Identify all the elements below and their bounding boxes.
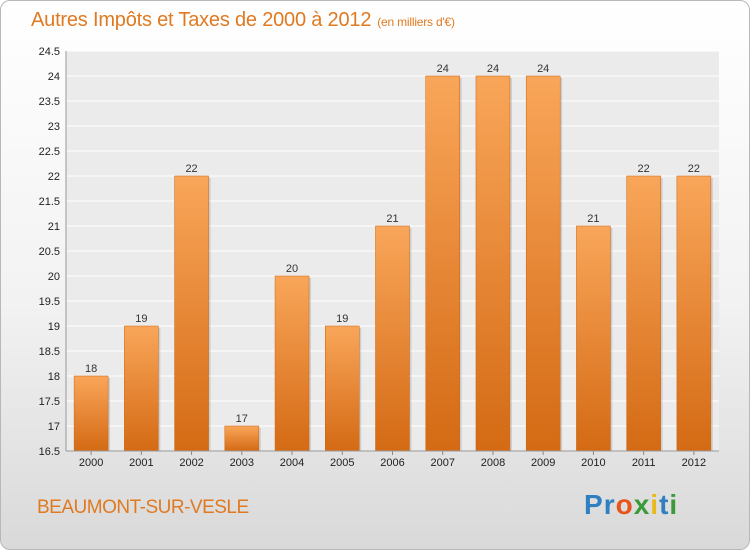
bar [174,175,209,452]
bar [325,325,360,452]
bar [525,75,561,452]
data-label: 19 [135,313,147,325]
data-label: 20 [286,263,298,275]
chart-subtitle: (en milliers d'€) [377,15,455,29]
y-tick-label: 22.5 [39,146,60,158]
x-tick-label: 2008 [481,457,505,469]
bar [274,275,310,452]
bar [475,75,511,452]
y-tick-label: 17 [48,421,60,433]
data-label: 22 [638,163,650,175]
x-tick-label: 2004 [280,457,304,469]
y-tick-label: 24 [48,71,60,83]
commune-name: BEAUMONT-SUR-VESLE [37,497,249,518]
logo-letter: i [650,489,660,520]
bar [576,225,611,452]
bar [124,325,159,452]
y-tick-label: 22 [48,171,60,183]
bar [425,75,460,452]
data-label: 17 [236,413,248,425]
data-label: 21 [587,213,599,225]
y-tick-label: 18 [48,371,60,383]
logo-letter: t [659,489,670,520]
proxiti-logo: Proxiti [584,489,678,521]
chart-title-block: Autres Impôts et Taxes de 2000 à 2012 (en… [31,9,455,32]
logo-letter: r [603,489,616,520]
x-tick-label: 2003 [230,457,254,469]
data-label: 22 [688,163,700,175]
bar [73,375,109,452]
data-label: 24 [437,63,449,75]
y-tick-label: 20.5 [39,246,60,258]
y-tick-labels: 16.5 17 17.5 18 18.5 19 19.5 20 20.5 21 21.5 22 22.5… [39,46,60,458]
x-tick-label: 2012 [682,457,706,469]
bars [73,75,713,452]
x-tick-label: 2009 [531,457,555,469]
y-tick-label: 21.5 [39,196,60,208]
chart-title: Autres Impôts et Taxes de 2000 à 2012 [31,9,372,31]
data-label: 19 [336,313,348,325]
x-tick-label: 2006 [380,457,404,469]
y-tick-label: 16.5 [39,446,60,458]
x-tick-labels: 2000 2001 2002 2003 2004 2005 2006 2007 2008 2009… [79,457,706,469]
y-tick-label: 17.5 [39,396,60,408]
x-tick-label: 2005 [330,457,354,469]
x-tick-label: 2001 [129,457,153,469]
axes [65,51,719,455]
y-tick-label: 23.5 [39,96,60,108]
bar [224,425,260,452]
y-tick-label: 19.5 [39,296,60,308]
x-tick-label: 2000 [79,457,103,469]
logo-letter: o [615,489,634,520]
y-tick-label: 20 [48,271,60,283]
logo-letter: x [633,489,651,520]
y-tick-label: 19 [48,321,60,333]
x-tick-label: 2010 [581,457,605,469]
y-tick-label: 21 [48,221,60,233]
logo-letter: P [584,489,604,520]
data-label: 21 [386,213,398,225]
bar [676,175,712,452]
bar [626,175,661,452]
bar [375,225,410,452]
data-labels: 18 19 22 17 20 19 21 24 24 24 21 22 22 [85,63,700,425]
data-label: 24 [537,63,549,75]
x-tick-label: 2007 [430,457,454,469]
data-label: 18 [85,363,97,375]
y-tick-label: 18.5 [39,346,60,358]
y-tick-label: 24.5 [39,46,60,58]
data-label: 22 [185,163,197,175]
data-label: 24 [487,63,499,75]
logo-letter: i [669,489,679,520]
x-tick-label: 2011 [632,457,656,469]
y-tick-label: 23 [48,121,60,133]
x-tick-label: 2002 [179,457,203,469]
